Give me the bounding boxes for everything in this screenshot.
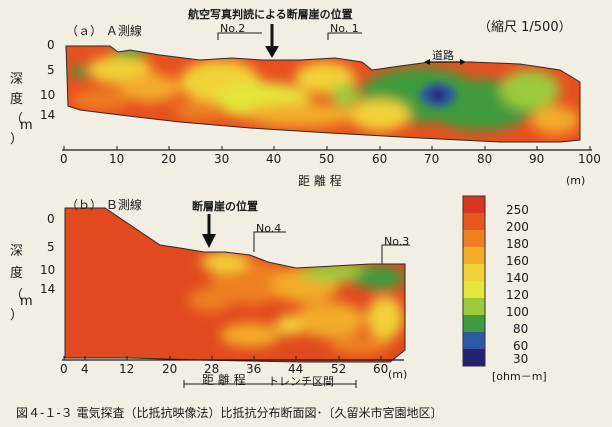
- x-tick: 4: [81, 362, 89, 376]
- legend-swatch: [463, 298, 485, 316]
- legend-swatch: [463, 281, 485, 299]
- section-a-x-ticks-marks: [63, 146, 591, 150]
- x-tick: 0: [60, 362, 68, 376]
- section-a-x-unit: (m): [566, 174, 586, 187]
- legend-value: 80: [513, 322, 529, 336]
- legend-unit: [ohm－m]: [492, 370, 547, 383]
- section-b-station-right: No.3: [384, 235, 410, 248]
- x-tick: 44: [288, 362, 304, 376]
- depth-char: （: [10, 112, 24, 127]
- x-tick: 100: [578, 152, 601, 166]
- legend-value: 30: [513, 352, 529, 366]
- section-b-station-left: No.4: [256, 222, 282, 235]
- legend-value: 160: [506, 254, 529, 268]
- figure-caption: 図４-１-３ 電気探査（比抵抗映像法）比抵抗分布断面図･〔久留米市宮園地区〕: [16, 406, 443, 420]
- legend-value: 100: [506, 305, 529, 319]
- trench-label: トレンチ区間: [268, 375, 334, 388]
- legend-value: 200: [506, 220, 529, 234]
- section-b-x-unit: (m): [388, 368, 408, 381]
- x-tick: 10: [109, 152, 125, 166]
- x-tick: 52: [331, 362, 347, 376]
- legend-swatch: [463, 230, 485, 248]
- section-b-profile: [65, 208, 405, 362]
- y-tick: 0: [47, 38, 55, 52]
- y-tick: 14: [40, 282, 56, 296]
- x-tick: 30: [214, 152, 230, 166]
- x-tick: 28: [204, 362, 220, 376]
- x-tick: 60: [373, 362, 389, 376]
- x-tick: 20: [162, 362, 178, 376]
- depth-char: （: [10, 288, 24, 303]
- y-tick: 10: [40, 263, 56, 277]
- section-a-profile: [66, 46, 580, 142]
- legend-value: 120: [506, 288, 529, 302]
- x-tick: 80: [477, 152, 493, 166]
- y-tick: 14: [40, 108, 56, 122]
- depth-char: ）: [10, 308, 24, 323]
- depth-char: 深: [10, 244, 24, 259]
- depth-char: m: [20, 118, 33, 133]
- y-tick: 10: [40, 88, 56, 102]
- legend-swatch: [463, 349, 485, 367]
- x-tick: 50: [319, 152, 335, 166]
- scale-label: （縮尺 1/500）: [478, 20, 572, 35]
- section-a-station-left: No.2: [220, 22, 246, 35]
- section-a-label: （ａ） Ａ測線: [66, 24, 142, 38]
- y-tick: 5: [47, 63, 55, 77]
- x-tick: 36: [246, 362, 262, 376]
- x-tick: 0: [60, 152, 68, 166]
- legend-color-bar: [463, 196, 485, 367]
- depth-char: 度: [10, 266, 24, 281]
- section-b-label: （ｂ） Ｂ測線: [66, 198, 142, 212]
- legend-value: 180: [506, 237, 529, 251]
- legend-value: 250: [506, 203, 529, 217]
- legend-swatch: [463, 196, 485, 214]
- road-label: 道路: [432, 49, 454, 62]
- section-b-x-ticks-marks: [63, 356, 382, 360]
- x-tick: 12: [119, 362, 135, 376]
- x-tick: 70: [424, 152, 440, 166]
- y-tick: 5: [47, 240, 55, 254]
- legend-value: 60: [513, 339, 529, 353]
- depth-char: m: [20, 294, 33, 309]
- legend-swatch: [463, 247, 485, 265]
- legend-value: 140: [506, 271, 529, 285]
- x-tick: 20: [161, 152, 177, 166]
- section-a-x-label: 距 離 程: [298, 174, 342, 188]
- x-tick: 60: [372, 152, 388, 166]
- legend-swatch: [463, 264, 485, 282]
- legend-swatch: [463, 315, 485, 333]
- section-a-station-right: No. 1: [330, 22, 359, 35]
- section-b-x-label: 距 離 程: [202, 373, 246, 387]
- legend-swatch: [463, 213, 485, 231]
- section-a-fault-annotation: 航空写真判読による断層崖の位置: [188, 8, 353, 21]
- depth-char: 度: [10, 92, 24, 107]
- x-tick: 90: [529, 152, 545, 166]
- y-tick: 0: [47, 212, 55, 226]
- depth-char: 深: [10, 72, 24, 87]
- depth-char: ）: [10, 132, 24, 147]
- legend-swatch: [463, 332, 485, 350]
- x-tick: 40: [266, 152, 282, 166]
- section-b-fault-annotation: 断層崖の位置: [192, 200, 258, 213]
